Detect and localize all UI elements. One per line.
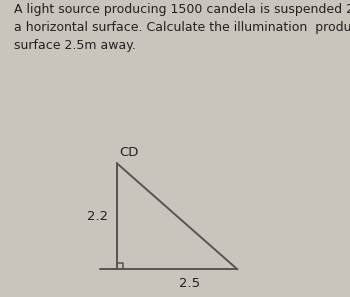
Text: 2.2: 2.2 (87, 210, 108, 223)
Text: A light source producing 1500 candela is suspended 2.2m above
a horizontal surfa: A light source producing 1500 candela is… (14, 3, 350, 52)
Text: 2.5: 2.5 (178, 277, 200, 290)
Text: CD: CD (119, 146, 139, 159)
